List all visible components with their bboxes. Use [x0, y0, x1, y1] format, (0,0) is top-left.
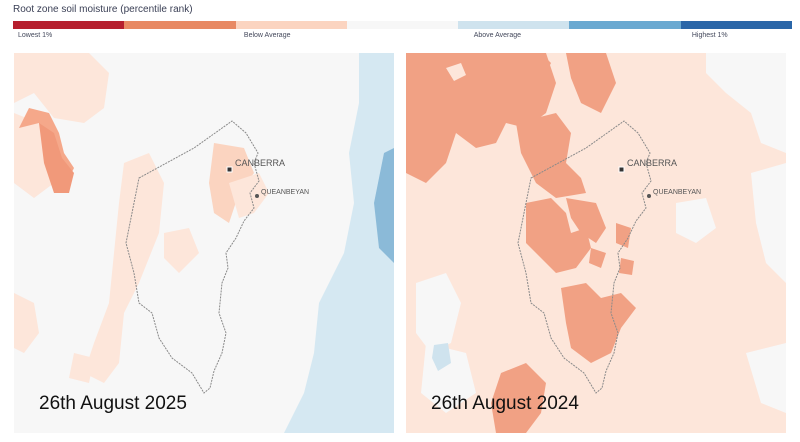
panel-date-2025: 26th August 2025 — [39, 393, 187, 414]
map-panel-2024[interactable]: CANBERRA QUEANBEYAN 26th August 2024 — [406, 53, 786, 433]
soil-moisture-map-2025: CANBERRA QUEANBEYAN — [14, 53, 394, 433]
queanbeyan-marker — [255, 194, 259, 198]
canberra-marker — [618, 166, 625, 173]
legend-label-3: Highest 1% — [691, 32, 728, 39]
queanbeyan-label: QUEANBEYAN — [653, 189, 701, 196]
legend-swatch-2 — [235, 21, 347, 29]
canberra-marker — [226, 166, 233, 173]
panel-date-2024: 26th August 2024 — [431, 393, 579, 414]
legend-label-2: Above Average — [473, 32, 522, 39]
canberra-label: CANBERRA — [627, 158, 677, 168]
canberra-label: CANBERRA — [235, 158, 285, 168]
soil-moisture-map-2024: CANBERRA QUEANBEYAN — [406, 53, 786, 433]
legend-swatch-3 — [346, 21, 459, 29]
legend-color-bar — [13, 21, 792, 29]
legend-swatch-0 — [13, 21, 125, 29]
legend-swatch-4 — [458, 21, 570, 29]
legend-swatch-1 — [124, 21, 236, 29]
map-panel-2025[interactable]: CANBERRA QUEANBEYAN 26th August 2025 — [14, 53, 394, 433]
legend-swatch-6 — [680, 21, 792, 29]
legend-title: Root zone soil moisture (percentile rank… — [13, 4, 193, 15]
legend-swatch-5 — [569, 21, 681, 29]
queanbeyan-marker — [647, 194, 651, 198]
legend-label-0: Lowest 1% — [18, 32, 53, 39]
legend-label-1: Below Average — [243, 32, 291, 39]
queanbeyan-label: QUEANBEYAN — [261, 189, 309, 196]
